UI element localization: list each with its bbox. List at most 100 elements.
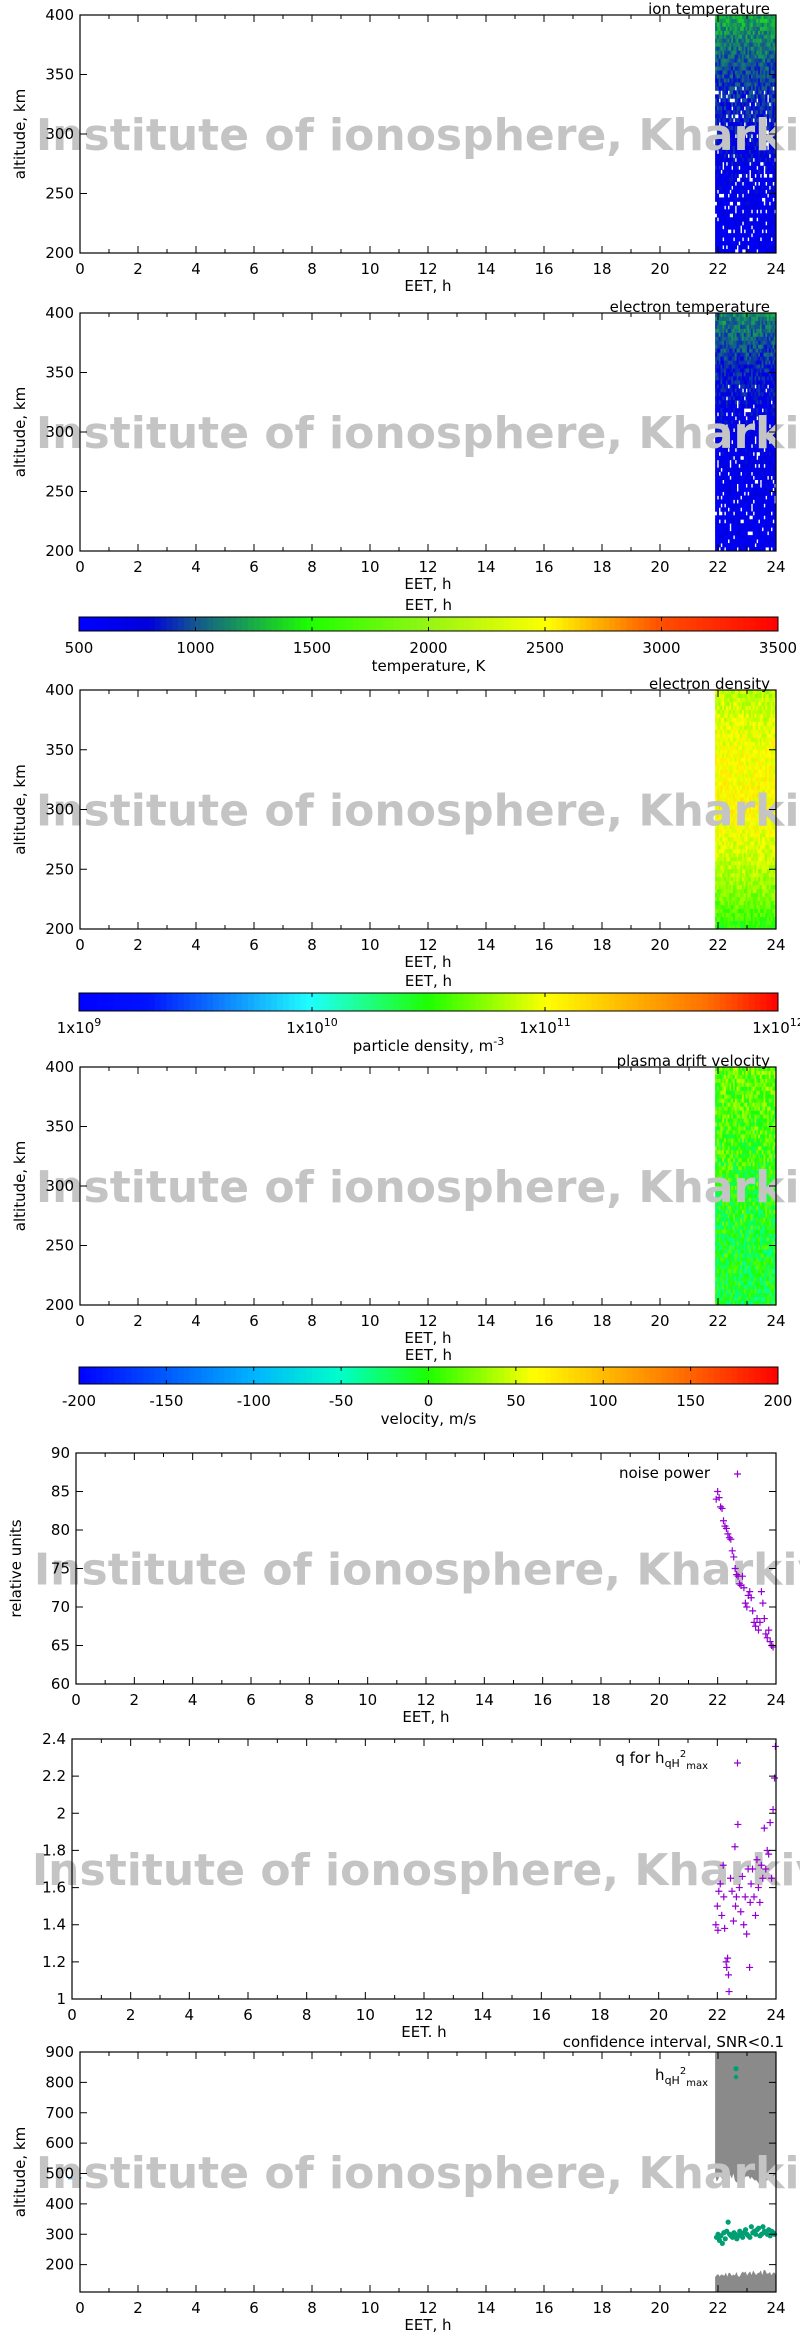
heatmap-cell bbox=[722, 221, 725, 226]
colorbar-segment bbox=[90, 617, 97, 631]
heatmap-cell bbox=[761, 360, 764, 365]
heatmap-cell bbox=[734, 392, 737, 397]
heatmap-cell bbox=[749, 781, 752, 786]
heatmap-cell bbox=[727, 757, 730, 763]
heatmap-cell bbox=[767, 471, 770, 477]
heatmap-cell bbox=[740, 717, 743, 723]
heatmap-cell bbox=[743, 241, 746, 246]
heatmap-cell bbox=[743, 114, 746, 119]
heatmap-cell bbox=[738, 217, 741, 222]
heatmap-cell bbox=[772, 455, 775, 461]
colorbar-segment bbox=[323, 617, 330, 631]
heatmap-cell bbox=[720, 709, 723, 715]
heatmap-cell bbox=[743, 181, 746, 186]
heatmap-cell bbox=[741, 749, 745, 755]
heatmap-cell bbox=[724, 701, 727, 707]
heatmap-cell bbox=[718, 221, 721, 226]
heatmap-cell bbox=[774, 547, 777, 552]
heatmap-cell bbox=[754, 110, 757, 115]
heatmap-cell bbox=[772, 773, 775, 779]
heatmap-cell bbox=[768, 523, 772, 528]
heatmap-cell bbox=[767, 467, 770, 473]
heatmap-cell bbox=[749, 185, 752, 190]
heatmap-cell bbox=[772, 38, 775, 44]
heatmap-cell bbox=[752, 368, 755, 373]
heatmap-cell bbox=[772, 693, 775, 699]
heatmap-cell bbox=[736, 396, 739, 401]
heatmap-cell bbox=[738, 428, 741, 433]
heatmap-cell bbox=[720, 229, 723, 234]
heatmap-cell bbox=[722, 690, 725, 695]
heatmap-cell bbox=[750, 94, 754, 99]
heatmap-cell bbox=[754, 205, 757, 210]
heatmap-cell bbox=[774, 364, 777, 369]
heatmap-cell bbox=[763, 126, 766, 131]
heatmap-cell bbox=[741, 725, 745, 731]
heatmap-cell bbox=[720, 392, 723, 397]
heatmap-cell bbox=[772, 741, 775, 747]
heatmap-cell bbox=[715, 447, 718, 453]
heatmap-cell bbox=[747, 217, 750, 222]
colorbar-segment bbox=[644, 617, 651, 631]
heatmap-cell bbox=[722, 543, 725, 548]
heatmap-cell bbox=[759, 149, 763, 155]
heatmap-cell bbox=[747, 114, 750, 119]
heatmap-cell bbox=[716, 153, 720, 159]
heatmap-cell bbox=[743, 392, 746, 397]
heatmap-cell bbox=[763, 690, 766, 695]
colorbar-segment bbox=[469, 617, 476, 631]
heatmap-cell bbox=[725, 78, 729, 83]
heatmap-cell bbox=[752, 201, 755, 206]
heatmap-cell bbox=[770, 709, 773, 715]
heatmap-cell bbox=[765, 336, 768, 342]
heatmap-cell bbox=[720, 213, 723, 218]
heatmap-cell bbox=[741, 165, 745, 171]
heatmap-cell bbox=[740, 90, 743, 95]
heatmap-cell bbox=[734, 515, 737, 520]
heatmap-cell bbox=[750, 22, 754, 28]
heatmap-cell bbox=[738, 313, 741, 318]
heatmap-cell bbox=[747, 173, 750, 179]
heatmap-cell bbox=[754, 332, 757, 338]
heatmap-cell bbox=[758, 26, 761, 32]
heatmap-cell bbox=[729, 340, 732, 346]
heatmap-cell bbox=[727, 352, 730, 358]
heatmap-cell bbox=[750, 86, 754, 91]
heatmap-cell bbox=[747, 225, 750, 230]
colorbar-segment bbox=[416, 617, 424, 631]
heatmap-cell bbox=[759, 511, 763, 516]
heatmap-cell bbox=[743, 765, 746, 771]
heatmap-cell bbox=[765, 356, 768, 361]
heatmap-cell bbox=[752, 412, 755, 417]
heatmap-cell bbox=[729, 233, 732, 238]
heatmap-cell bbox=[727, 110, 730, 115]
heatmap-cell bbox=[734, 46, 737, 52]
heatmap-cell bbox=[740, 126, 743, 131]
heatmap-cell bbox=[758, 62, 761, 67]
heatmap-cell bbox=[768, 432, 772, 437]
heatmap-cell bbox=[749, 769, 752, 775]
heatmap-cell bbox=[761, 189, 764, 194]
heatmap-cell bbox=[716, 26, 720, 32]
heatmap-cell bbox=[727, 733, 730, 739]
heatmap-cell bbox=[761, 693, 764, 699]
heatmap-cell bbox=[722, 122, 725, 127]
heatmap-cell bbox=[759, 543, 763, 548]
heatmap-cell bbox=[724, 98, 727, 103]
heatmap-cell bbox=[733, 443, 736, 449]
heatmap-cell bbox=[763, 499, 766, 504]
heatmap-cell bbox=[727, 50, 730, 56]
heatmap-cell bbox=[770, 439, 773, 445]
colorbar-segment bbox=[463, 617, 470, 631]
heatmap-cell bbox=[724, 42, 727, 48]
heatmap-cell bbox=[749, 352, 752, 358]
heatmap-cell bbox=[716, 372, 720, 377]
heatmap-cell bbox=[731, 217, 734, 222]
heatmap-cell bbox=[715, 356, 718, 361]
heatmap-cell bbox=[745, 157, 748, 163]
heatmap-cell bbox=[716, 332, 720, 338]
colorbar-segment bbox=[96, 617, 103, 631]
heatmap-cell bbox=[754, 26, 757, 32]
heatmap-cell bbox=[759, 451, 763, 457]
heatmap-cell bbox=[758, 66, 761, 71]
